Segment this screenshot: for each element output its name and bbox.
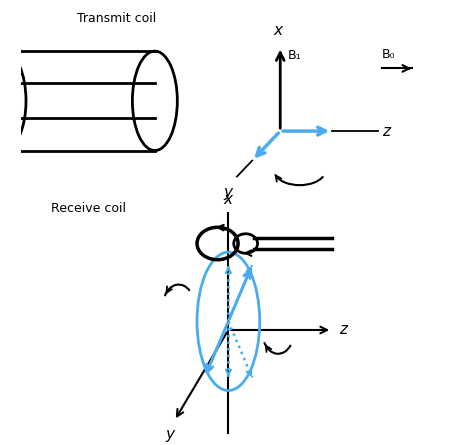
Text: z: z: [338, 323, 346, 337]
Text: y: y: [165, 427, 174, 442]
Text: Transmit coil: Transmit coil: [77, 12, 156, 25]
Text: y: y: [224, 185, 233, 200]
Text: z: z: [382, 124, 390, 138]
Text: x: x: [224, 192, 233, 207]
Text: x: x: [273, 23, 283, 38]
Text: Receive coil: Receive coil: [51, 202, 126, 215]
Text: B₀: B₀: [382, 48, 395, 61]
Text: B₁: B₁: [288, 49, 301, 62]
